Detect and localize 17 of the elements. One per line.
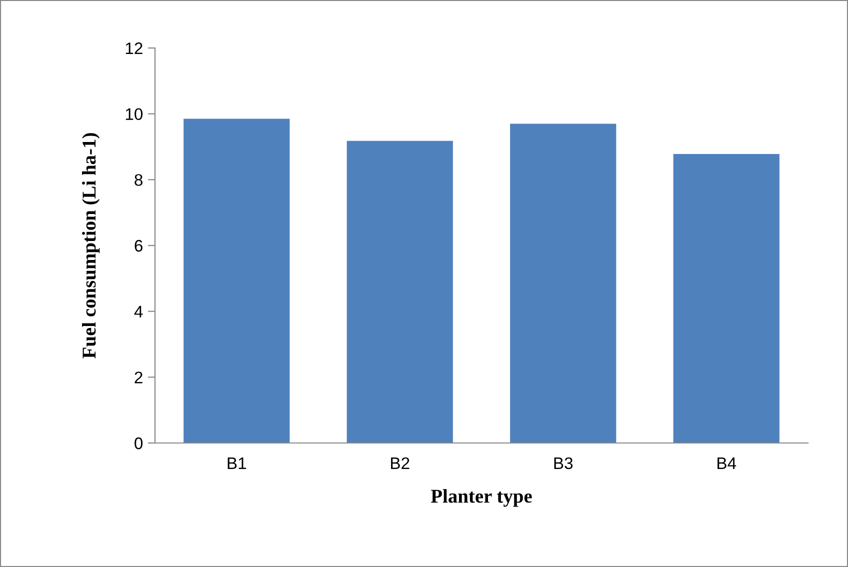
bar [184, 118, 290, 443]
x-axis-title: Planter type [430, 489, 532, 507]
y-tick-label: 12 [126, 42, 142, 54]
y-tick-label: 6 [134, 240, 142, 252]
bar [510, 124, 616, 443]
bar [673, 154, 780, 443]
y-tick-label: 4 [134, 306, 143, 318]
y-tick-label: 2 [134, 372, 142, 384]
y-tick-label: 10 [126, 108, 143, 120]
y-axis-title: Fuel consumption (Li ha-1) [82, 133, 100, 358]
x-tick-label: B1 [228, 458, 246, 469]
x-tick-label: B4 [718, 458, 736, 469]
y-tick-label: 0 [134, 437, 143, 450]
y-tick-label: 8 [134, 174, 142, 186]
bar [346, 140, 453, 443]
x-tick-label: B2 [391, 457, 410, 469]
x-tick-label: B3 [554, 457, 573, 470]
